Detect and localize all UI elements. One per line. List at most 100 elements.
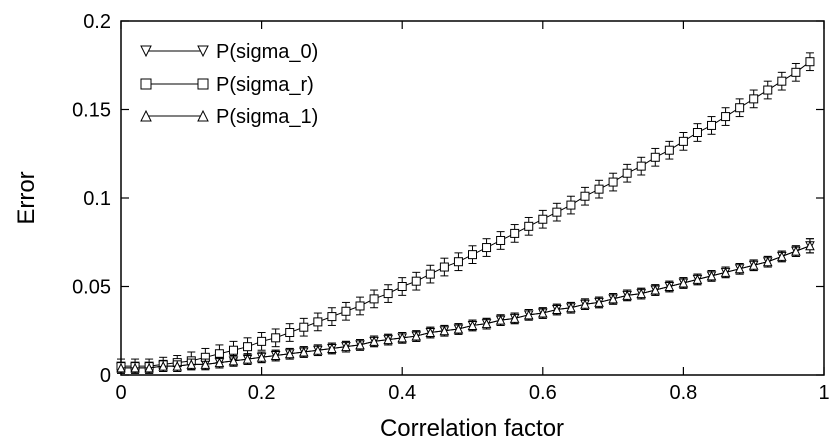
series-line xyxy=(121,245,811,369)
data-point xyxy=(777,251,787,261)
data-point xyxy=(481,318,492,329)
data-point xyxy=(650,284,661,295)
data-point xyxy=(355,301,365,311)
data-point xyxy=(257,336,267,346)
data-point xyxy=(749,94,759,104)
x-tick-label: 0.2 xyxy=(248,382,276,404)
data-point xyxy=(608,177,618,187)
data-point xyxy=(453,257,463,267)
data-point xyxy=(636,288,647,299)
data-point xyxy=(537,307,548,318)
data-point xyxy=(734,263,745,274)
series-P(sigma_1) xyxy=(116,238,815,374)
data-point xyxy=(144,362,154,373)
data-point xyxy=(721,112,731,122)
data-point xyxy=(720,267,731,277)
data-point xyxy=(270,350,281,361)
data-point xyxy=(678,277,689,288)
legend-label: P(sigma_1) xyxy=(216,106,318,128)
x-tick-label: 0 xyxy=(115,382,126,404)
data-point xyxy=(791,67,801,77)
legend-label: P(sigma_r) xyxy=(216,74,314,96)
data-point xyxy=(243,342,253,352)
legend-marker xyxy=(197,45,209,58)
data-point xyxy=(762,256,773,267)
data-point xyxy=(313,345,323,355)
data-point xyxy=(805,57,815,67)
data-point xyxy=(369,294,379,304)
data-point xyxy=(397,282,407,291)
data-point xyxy=(805,240,815,251)
data-point xyxy=(439,262,449,272)
data-point xyxy=(130,362,140,373)
data-point xyxy=(172,361,183,371)
data-point xyxy=(763,85,773,95)
data-point xyxy=(439,325,450,336)
legend-marker xyxy=(197,78,209,90)
data-point xyxy=(707,120,717,130)
data-point xyxy=(735,103,745,113)
data-point xyxy=(284,348,295,359)
data-point xyxy=(538,214,548,224)
data-point xyxy=(580,191,590,201)
data-point xyxy=(594,297,604,307)
series-layer xyxy=(116,52,815,374)
y-tick-label: 0.05 xyxy=(72,277,111,299)
data-point xyxy=(200,359,211,369)
data-point xyxy=(664,145,674,155)
data-point xyxy=(622,290,632,300)
data-point xyxy=(242,353,253,364)
y-tick-label: 0.1 xyxy=(83,188,111,210)
data-point xyxy=(383,334,393,345)
data-point xyxy=(482,243,492,253)
data-point xyxy=(523,309,534,320)
data-point xyxy=(327,312,337,322)
data-point xyxy=(313,317,323,327)
legend-marker xyxy=(140,45,152,58)
data-point xyxy=(214,349,224,359)
data-point xyxy=(510,228,520,238)
data-point xyxy=(580,299,590,309)
data-point xyxy=(158,361,168,371)
data-point xyxy=(552,304,562,315)
data-point xyxy=(425,269,435,279)
data-point xyxy=(496,235,506,245)
x-tick-label: 1 xyxy=(818,382,829,404)
data-point xyxy=(453,323,464,334)
data-point xyxy=(327,343,337,353)
axis-ticks: 0 0.2 0.4 0.6 0.8 1 0 0.05 0.1 0.15 0.2 xyxy=(72,11,830,404)
legend-label: P(sigma_0) xyxy=(216,41,318,63)
data-point xyxy=(509,313,520,323)
x-tick-label: 0.8 xyxy=(669,382,697,404)
data-point xyxy=(622,168,632,178)
data-point xyxy=(298,346,309,357)
data-point xyxy=(777,76,787,86)
y-tick-label: 0 xyxy=(100,365,111,387)
legend-marker xyxy=(140,109,152,122)
data-point xyxy=(299,322,309,332)
data-point xyxy=(411,276,421,286)
data-point xyxy=(341,341,351,352)
data-point xyxy=(411,330,422,341)
data-point xyxy=(186,359,197,369)
y-tick-label: 0.15 xyxy=(72,100,111,122)
x-axis-title: Correlation factor xyxy=(380,415,564,441)
data-point xyxy=(271,333,281,343)
data-point xyxy=(228,345,238,355)
data-point xyxy=(692,274,703,284)
y-tick-label: 0.2 xyxy=(83,11,111,33)
data-point xyxy=(636,161,646,171)
data-point xyxy=(524,221,534,231)
data-point xyxy=(425,327,436,338)
legend: P(sigma_0) P(sigma_r) P(sigma_1) xyxy=(140,41,318,128)
data-point xyxy=(678,136,688,146)
data-point xyxy=(692,128,702,138)
data-point xyxy=(552,207,562,217)
series-line xyxy=(121,245,811,369)
data-point xyxy=(650,152,660,162)
data-point xyxy=(706,270,717,281)
series-P(sigma_r) xyxy=(116,52,815,374)
data-point xyxy=(566,200,576,210)
data-point xyxy=(566,302,576,313)
